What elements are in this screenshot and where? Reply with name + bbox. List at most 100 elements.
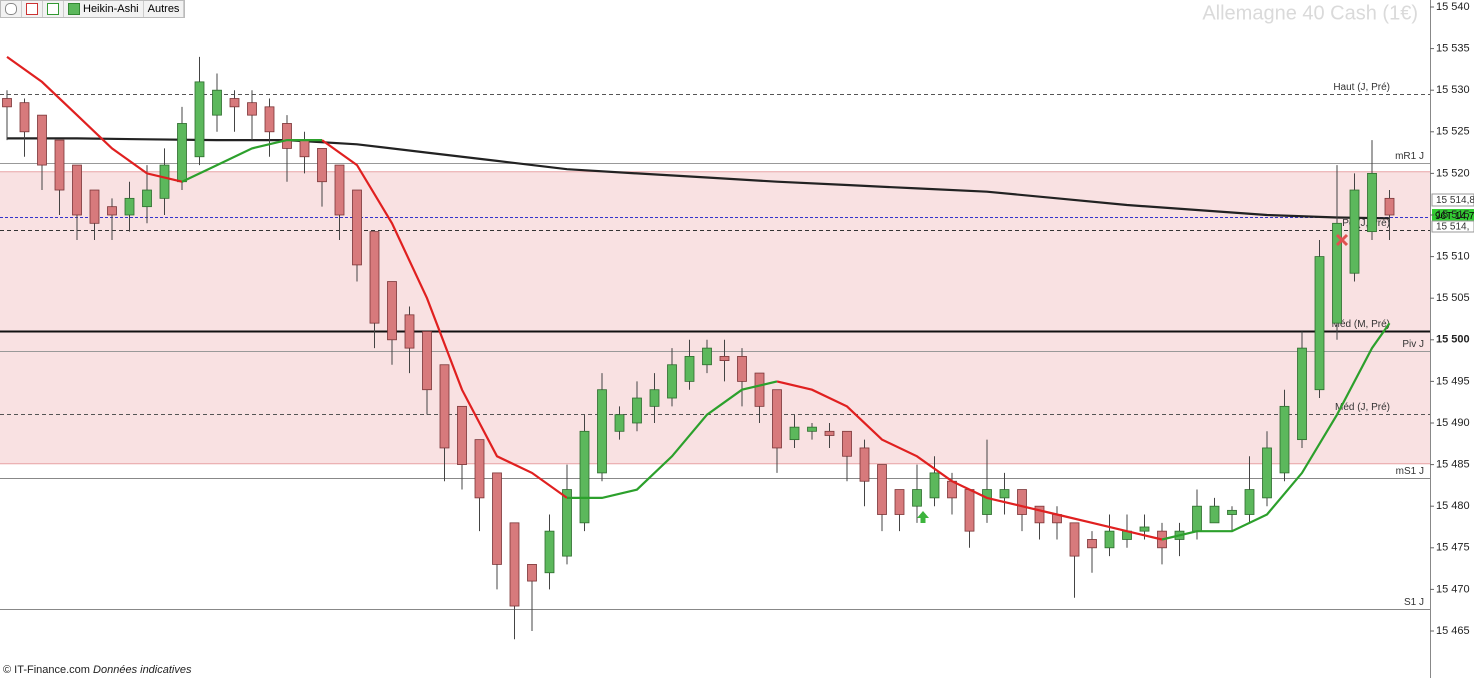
candle-body: [1087, 539, 1097, 549]
plot-layer: Haut (J, Pré) mR1 J Po (J, Pré) Méd (M, Pré…: [0, 56, 1430, 640]
price-tag: 15 514,8: [1436, 195, 1474, 206]
level-label: Méd (M, Pré): [1332, 319, 1390, 330]
level-label: mS1 J: [1396, 466, 1424, 477]
y-tick-label: 15 485: [1436, 458, 1470, 470]
candle-body: [754, 372, 765, 407]
level-label: Haut (J, Pré): [1333, 82, 1390, 93]
toolbar: Heikin-Ashi Autres: [0, 0, 186, 18]
footer-source: © IT-Finance.com: [3, 664, 90, 676]
candle-body: [352, 189, 362, 266]
candle-body: [842, 430, 852, 457]
candle-body: [387, 281, 397, 341]
tool-button[interactable]: Autres: [144, 1, 185, 17]
y-tick-label: 15 495: [1436, 375, 1470, 387]
tool-button[interactable]: [22, 1, 43, 17]
candle-body: [894, 489, 905, 515]
candle-body: [1104, 530, 1115, 549]
tool-button[interactable]: Heikin-Ashi: [64, 1, 144, 17]
tool-button[interactable]: [1, 1, 22, 17]
candle-body: [719, 356, 730, 361]
candle-body: [492, 472, 502, 565]
candle-body: [194, 81, 205, 158]
candle-body: [264, 106, 275, 133]
level-label: S1 J: [1404, 597, 1424, 608]
candle-body: [159, 164, 170, 199]
candle-body: [334, 164, 345, 216]
candle-body: [684, 356, 695, 382]
y-tick-label: 15 525: [1436, 126, 1470, 138]
y-tick-label: 15 465: [1436, 625, 1470, 637]
candle-body: [1192, 505, 1202, 532]
line: [7, 137, 1390, 220]
y-tick-label: 15 480: [1436, 500, 1470, 512]
candle-body: [562, 489, 572, 557]
candle-body: [1034, 505, 1045, 524]
candle-body: [299, 139, 310, 158]
candle-body: [807, 426, 817, 432]
candle-body: [1139, 526, 1150, 532]
footer: © IT-Finance.com Données indicatives: [3, 664, 191, 676]
candle-body: [614, 414, 625, 432]
candle-body: [877, 464, 887, 515]
candle-body: [72, 164, 82, 216]
y-tick-label: 15 500: [1436, 334, 1470, 346]
candle-body: [929, 472, 940, 499]
candle-body: [1332, 222, 1342, 324]
candle-body: [177, 123, 187, 183]
candle-body: [247, 102, 257, 116]
candle-body: [37, 114, 47, 166]
candle-body: [999, 489, 1010, 499]
line: [181, 139, 1391, 541]
level-label: Piv J: [1402, 339, 1424, 350]
candle-body: [649, 389, 660, 407]
candle-body: [772, 389, 782, 449]
candle-body: [737, 356, 747, 382]
candle-body: [282, 123, 292, 149]
candle-body: [544, 530, 555, 574]
candle-body: [1244, 489, 1255, 515]
tool-button[interactable]: [43, 1, 64, 17]
price-tag-box: [1431, 193, 1474, 207]
candle-body: [1384, 197, 1395, 216]
chart-title: Allemagne 40 Cash (1€): [1202, 2, 1418, 24]
signal-cross: [1335, 233, 1349, 247]
signal-arrow: [917, 511, 929, 523]
y-tick-label: 15 520: [1436, 167, 1470, 179]
candle-body: [1349, 189, 1360, 274]
y-tick-label: 15 490: [1436, 417, 1470, 429]
candle-body: [1209, 505, 1220, 524]
candle-body: [964, 489, 975, 532]
level-label: Méd (J, Pré): [1335, 402, 1390, 413]
candle-body: [457, 405, 467, 465]
candle-body: [1297, 347, 1307, 441]
footer-note: Données indicatives: [93, 664, 192, 676]
candle-body: [439, 364, 450, 449]
level-label: mR1 J: [1395, 151, 1424, 162]
zone: [0, 171, 1430, 464]
candle-body: [1367, 172, 1377, 233]
candle-body: [19, 102, 30, 133]
candle-body: [89, 189, 100, 224]
candle-body: [229, 98, 240, 108]
line: [6, 56, 1163, 541]
candle-body: [859, 447, 870, 482]
candle-body: [527, 564, 537, 582]
candle-body: [404, 314, 415, 349]
candle-body: [474, 439, 485, 499]
candle-body: [212, 89, 222, 116]
candle-body: [982, 489, 992, 515]
candle-body: [597, 389, 607, 474]
candle-body: [579, 430, 590, 524]
y-tick-label: 15 510: [1436, 250, 1470, 262]
candle-body: [509, 522, 520, 607]
price-tag-box: [1432, 209, 1474, 223]
y-tick-label: 15 470: [1436, 583, 1470, 595]
candle-body: [124, 197, 135, 216]
candle-body: [1262, 447, 1272, 499]
candle-body: [1017, 489, 1027, 515]
price-tag: 15 514,: [1436, 222, 1469, 233]
candle-body: [1227, 509, 1237, 515]
y-tick-label: 15 475: [1436, 542, 1470, 554]
